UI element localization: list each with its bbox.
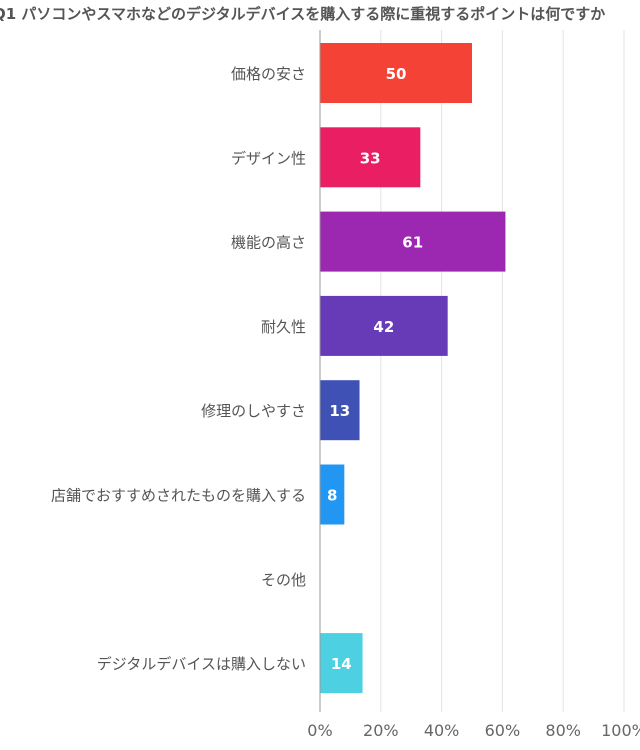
- category-label: 機能の高さ: [231, 234, 306, 252]
- category-label: 価格の安さ: [231, 65, 306, 83]
- bar: [320, 211, 506, 272]
- data-label: 42: [373, 318, 394, 336]
- bar: [320, 295, 448, 356]
- category-label: その他: [261, 571, 306, 589]
- chart-title: Q1 パソコンやスマホなどのデジタルデバイスを購入する際に重視するポイントは何で…: [0, 5, 606, 23]
- category-label: 店舗でおすすめされたものを購入する: [51, 487, 306, 505]
- bar: [320, 127, 421, 188]
- x-tick-label: 0%: [307, 721, 332, 740]
- category-label: デジタルデバイスは購入しない: [97, 655, 306, 673]
- category-label: 修理のしやすさ: [201, 402, 306, 420]
- x-tick-label: 80%: [545, 721, 581, 740]
- x-tick-label: 20%: [363, 721, 399, 740]
- bars: [320, 43, 506, 694]
- data-label: 14: [331, 655, 352, 673]
- data-label: 33: [360, 149, 381, 167]
- data-label: 50: [386, 65, 407, 83]
- bar: [320, 633, 363, 694]
- gridlines: [380, 30, 625, 712]
- bar: [320, 43, 472, 103]
- x-tick-label: 100%: [601, 721, 640, 740]
- data-label: 13: [329, 402, 350, 420]
- bar: [320, 380, 360, 441]
- x-tick-label: 60%: [485, 721, 521, 740]
- data-label: 61: [402, 234, 423, 252]
- labels: 0% 20% 40% 60% 80% 100% 価格の安さ 50 デザイン性 33 機能の高さ 61 耐…: [51, 65, 640, 740]
- x-tick-label: 40%: [424, 721, 460, 740]
- bar: [320, 464, 345, 525]
- category-label: 耐久性: [261, 318, 306, 336]
- data-label: 8: [327, 487, 337, 505]
- category-label: デザイン性: [231, 149, 306, 167]
